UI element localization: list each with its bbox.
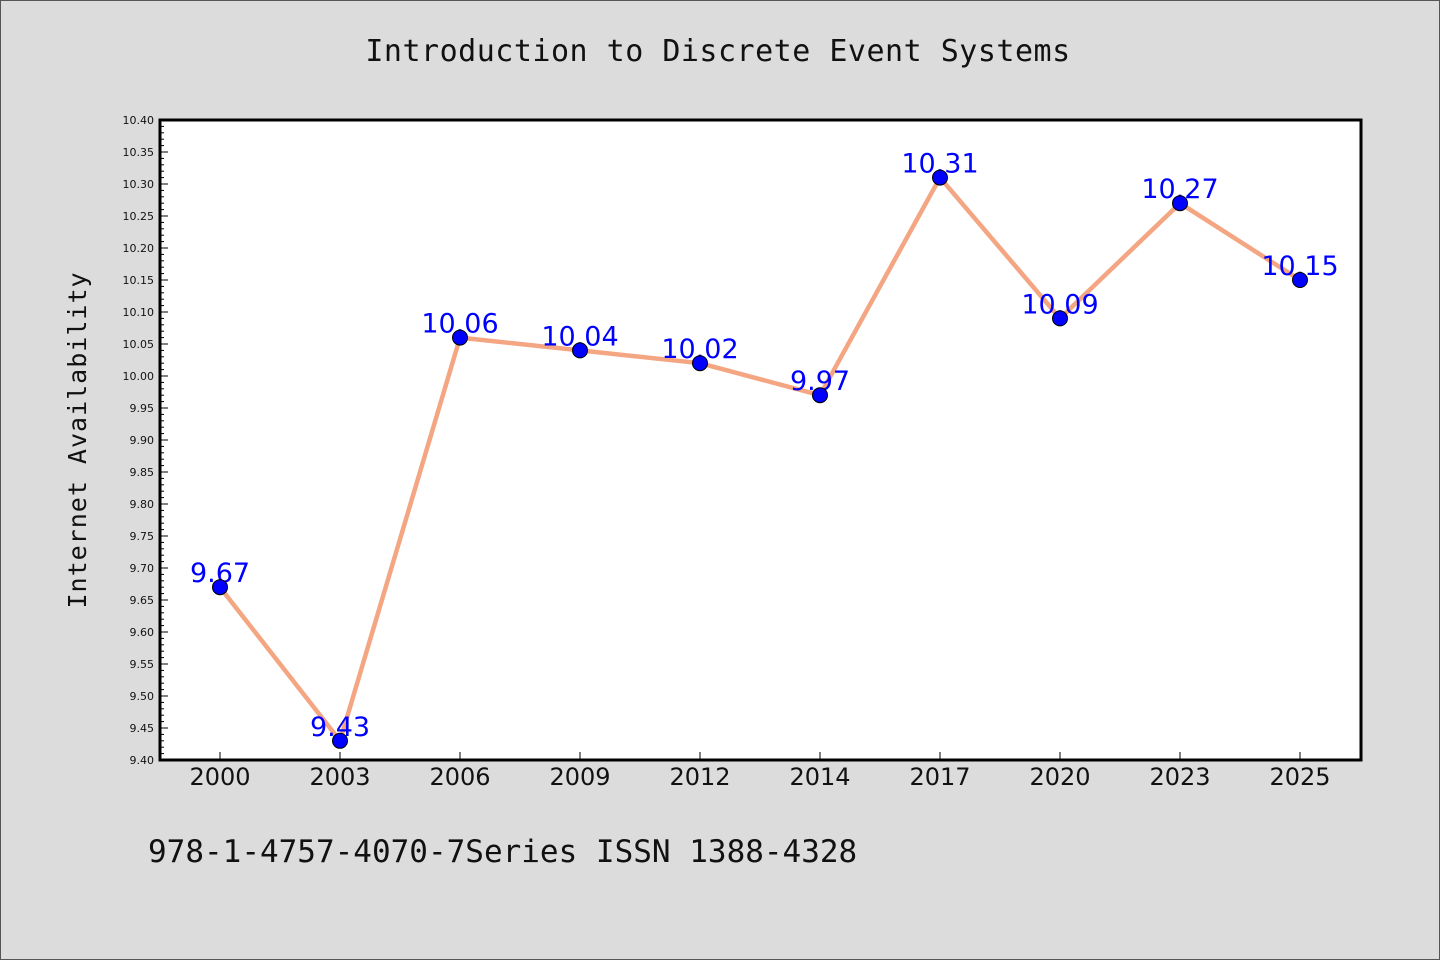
y-tick-label: 9.75 (130, 530, 155, 543)
y-tick-label: 10.30 (123, 178, 155, 191)
x-tick-label: 2006 (429, 763, 490, 791)
data-point (932, 169, 948, 186)
y-tick-label: 10.25 (123, 210, 155, 223)
y-tick-label: 9.55 (130, 658, 155, 671)
data-point (1052, 310, 1068, 327)
footer-caption: 978-1-4757-4070-7Series ISSN 1388-4328 (148, 834, 858, 870)
x-tick-label: 2025 (1269, 763, 1330, 791)
y-tick-label: 10.00 (123, 370, 155, 383)
y-tick-label: 9.95 (130, 402, 155, 415)
data-point (452, 329, 468, 346)
plot-frame (158, 118, 1363, 762)
y-tick-label: 10.10 (123, 306, 155, 319)
y-tick-label: 9.90 (130, 434, 155, 447)
y-tick-label: 9.45 (130, 722, 155, 735)
data-point (572, 342, 588, 359)
y-axis-label: Internet Availability (63, 271, 92, 608)
y-tick-label: 9.85 (130, 466, 155, 479)
data-point (1172, 195, 1188, 212)
y-tick-label: 10.15 (123, 274, 155, 287)
data-point (692, 355, 708, 372)
data-point (332, 732, 348, 749)
x-tick-label: 2012 (669, 763, 730, 791)
x-tick-label: 2003 (309, 763, 370, 791)
y-tick-label: 10.05 (123, 338, 155, 351)
y-tick-label: 9.60 (130, 626, 155, 639)
x-tick-label: 2023 (1149, 763, 1210, 791)
x-tick-label: 2017 (909, 763, 970, 791)
y-tick-label: 9.40 (130, 754, 155, 767)
chart-title: Introduction to Discrete Event Systems (365, 34, 1071, 69)
x-tick-label: 2014 (789, 763, 850, 791)
x-tick-label: 2000 (189, 763, 250, 791)
x-tick-label: 2009 (549, 763, 610, 791)
y-tick-label: 10.40 (123, 114, 155, 127)
data-point (212, 579, 228, 596)
y-tick-label: 9.80 (130, 498, 155, 511)
y-tick-label: 10.20 (123, 242, 155, 255)
data-point (812, 387, 828, 404)
series-line (218, 175, 1302, 744)
y-tick-label: 9.70 (130, 562, 155, 575)
x-tick-label: 2020 (1029, 763, 1090, 791)
plot-background (160, 120, 1361, 760)
y-tick-label: 9.50 (130, 690, 155, 703)
data-point (1292, 272, 1308, 288)
y-tick-label: 9.65 (130, 594, 155, 607)
y-tick-label: 10.35 (123, 146, 155, 159)
